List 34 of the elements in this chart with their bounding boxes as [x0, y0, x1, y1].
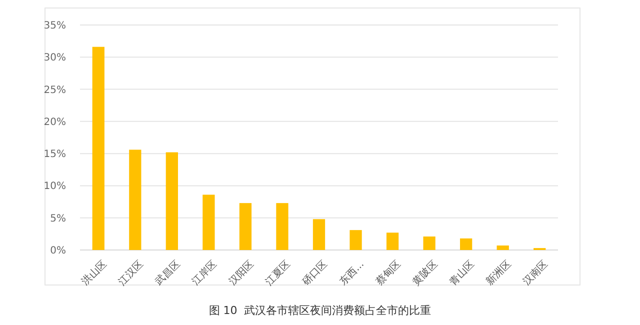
x-tick-label: 武昌区: [152, 258, 183, 288]
bar: [276, 203, 288, 250]
bar: [350, 230, 362, 250]
x-tick-label: 汉阳区: [226, 258, 256, 288]
y-tick-label: 20%: [44, 116, 66, 128]
x-tick-label: 汉南区: [520, 258, 550, 288]
bar: [386, 232, 399, 250]
bar: [129, 150, 142, 250]
bar: [166, 152, 178, 250]
y-tick-label: 35%: [44, 20, 66, 32]
x-tick-label: 新洲区: [484, 258, 514, 288]
bar: [460, 238, 472, 250]
x-tick-label: 江夏区: [263, 258, 293, 288]
y-tick-label: 15%: [44, 149, 66, 160]
x-tick-label: 蔡甸区: [373, 258, 404, 288]
bar: [423, 236, 436, 250]
y-tick-label: 5%: [50, 213, 66, 224]
x-tick-label: 洪山区: [79, 258, 110, 288]
bar: [92, 46, 104, 250]
text: 图 10 武汉各市辖区夜间消费额占全市的比重: [208, 304, 432, 317]
x-tick-label: 江汉区: [116, 258, 146, 288]
x-tick-label: 青山区: [447, 258, 477, 288]
y-tick-label: 0%: [50, 246, 66, 256]
y-tick-label: 25%: [44, 84, 66, 96]
bar: [312, 219, 326, 250]
x-tick-label: 江岸区: [190, 258, 220, 288]
bar: [202, 194, 215, 250]
bar: [496, 246, 509, 250]
x-tick-label: 黄陂区: [410, 258, 440, 288]
x-tick-label: 硚口区: [299, 258, 330, 289]
y-tick-label: 10%: [44, 181, 66, 192]
bar: [239, 203, 252, 250]
y-tick-label: 30%: [44, 52, 66, 64]
x-tick-label: 东西...: [337, 258, 366, 288]
